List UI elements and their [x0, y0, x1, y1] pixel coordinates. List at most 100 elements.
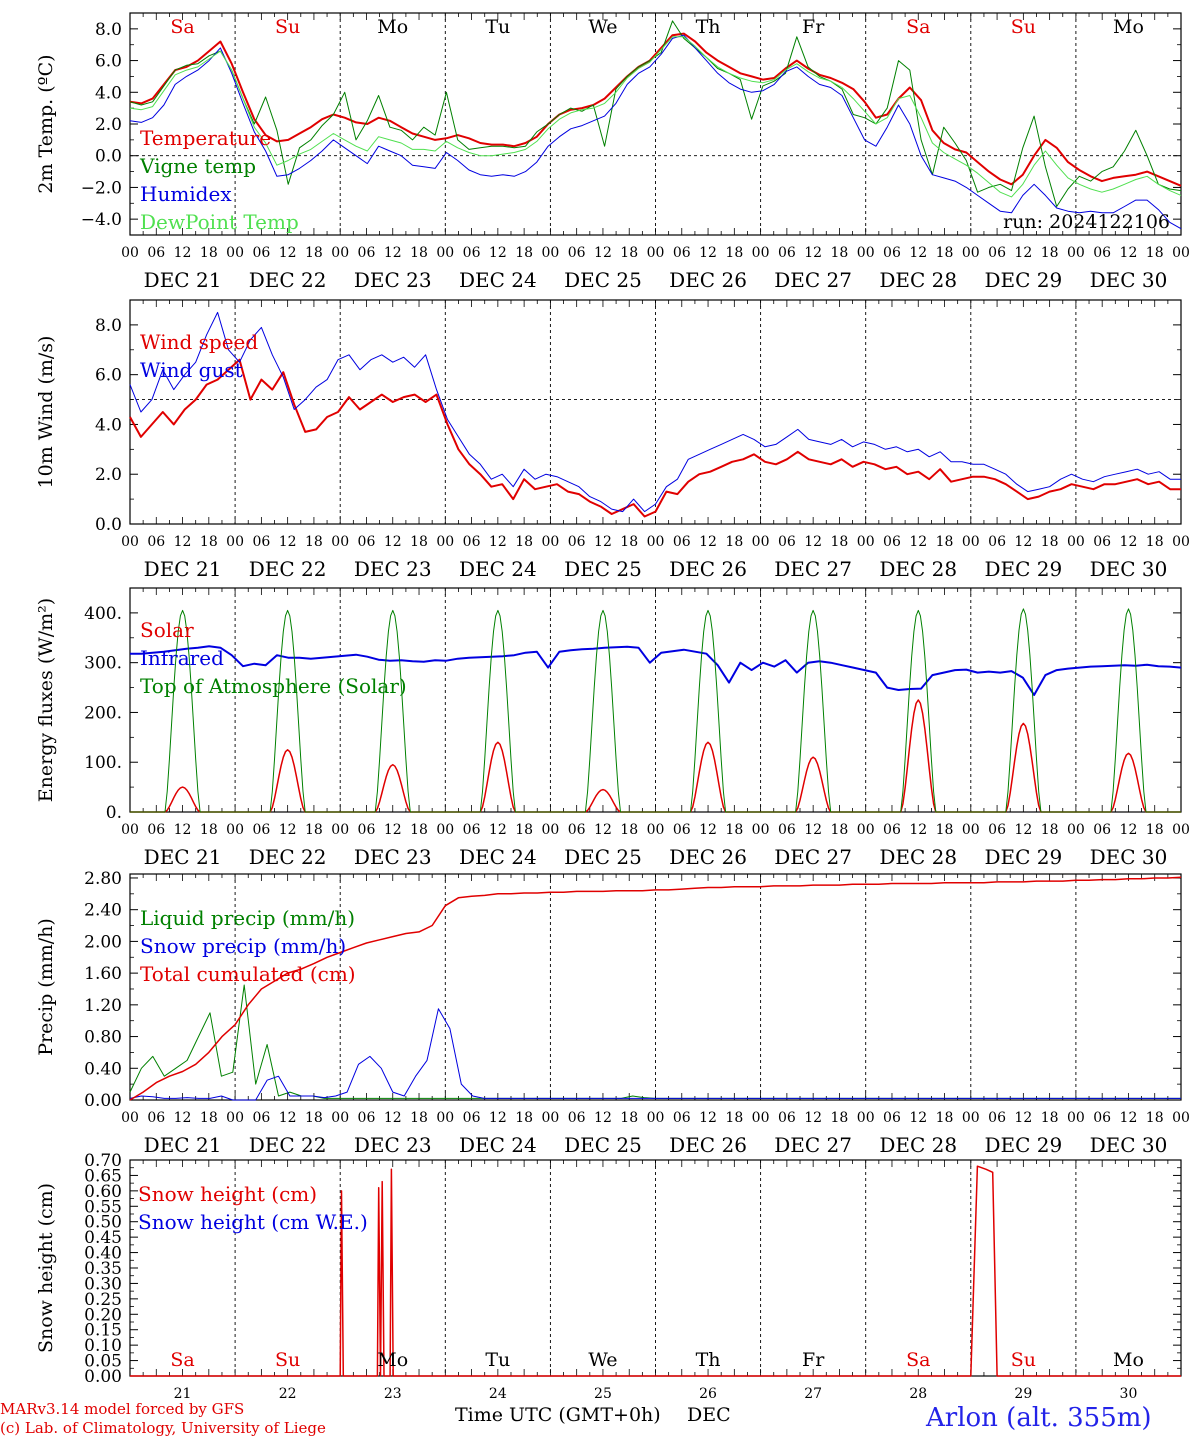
y-tick-label: 0.65: [84, 1166, 122, 1186]
x-hour-label: 00: [121, 1110, 139, 1126]
x-hour-label: 00: [541, 1110, 559, 1126]
x-hour-label: 18: [936, 534, 954, 550]
day-number-label: 26: [699, 1386, 717, 1402]
x-hour-label: 06: [1093, 534, 1111, 550]
x-hour-label: 00: [857, 1110, 875, 1126]
x-date-label: DEC 27: [774, 268, 852, 292]
x-hour-label: 12: [489, 1110, 507, 1126]
legend-entry: Temperature: [140, 126, 271, 150]
x-hour-label: 00: [752, 534, 770, 550]
x-hour-label: 18: [1041, 534, 1059, 550]
y-tick-label: 2.0: [95, 115, 122, 135]
day-number-label: 22: [279, 1386, 297, 1402]
x-hour-label: 12: [1014, 245, 1032, 261]
series-total-cumulated-cm-: [129, 876, 1182, 1101]
x-hour-label: 00: [857, 822, 875, 838]
day-name-label: We: [588, 16, 617, 38]
x-hour-label: 00: [331, 534, 349, 550]
legend-entry: Top of Atmosphere (Solar): [140, 674, 407, 698]
x-hour-label: 00: [226, 245, 244, 261]
x-hour-label: 12: [279, 1110, 297, 1126]
x-hour-label: 06: [778, 245, 796, 261]
day-name-label: Fr: [802, 1349, 825, 1371]
x-hour-label: 12: [384, 534, 402, 550]
x-hour-label: 06: [568, 1110, 586, 1126]
x-date-label: DEC 26: [669, 268, 747, 292]
x-date-label: DEC 27: [774, 557, 852, 581]
x-hour-label: 18: [1146, 245, 1164, 261]
y-tick-label: 0.25: [84, 1290, 122, 1310]
x-hour-label: 12: [1014, 822, 1032, 838]
x-hour-label: 12: [909, 534, 927, 550]
x-hour-label: 18: [831, 1110, 849, 1126]
x-hour-label: 12: [594, 822, 612, 838]
y-tick-label: 0.40: [84, 1059, 122, 1079]
x-hour-label: 06: [252, 822, 270, 838]
day-name-label: Th: [696, 1349, 721, 1371]
y-axis-label: Energy fluxes (W/m²): [35, 598, 57, 802]
x-date-label: DEC 27: [774, 845, 852, 869]
x-hour-label: 06: [568, 822, 586, 838]
x-hour-label: 00: [962, 245, 980, 261]
x-date-label: DEC 30: [1090, 1133, 1168, 1157]
y-tick-label: 8.0: [95, 316, 122, 336]
x-date-label: DEC 24: [459, 1133, 537, 1157]
x-date-label: DEC 28: [879, 268, 957, 292]
x-hour-label: 18: [725, 534, 743, 550]
legend-entry: Infrared: [140, 646, 224, 670]
x-hour-label: 06: [883, 822, 901, 838]
series-infrared: [130, 645, 1182, 696]
x-hour-label: 06: [463, 534, 481, 550]
x-hour-label: 00: [647, 245, 665, 261]
x-hour-label: 18: [200, 245, 218, 261]
series-top-of-atmosphere-solar-: [130, 608, 1181, 813]
x-hour-label: 06: [988, 1110, 1006, 1126]
day-number-label: 23: [384, 1386, 402, 1402]
x-hour-label: 06: [147, 1110, 165, 1126]
x-hour-label: 18: [1041, 1110, 1059, 1126]
day-number-label: 27: [804, 1386, 822, 1402]
x-hour-label: 00: [647, 822, 665, 838]
day-name-label: Mo: [1113, 16, 1144, 38]
x-hour-label: 06: [252, 534, 270, 550]
x-hour-label: 00: [121, 245, 139, 261]
day-name-label: Tu: [485, 16, 510, 38]
legend-entry: Snow height (cm): [138, 1182, 317, 1206]
x-date-label: DEC 25: [564, 557, 642, 581]
x-hour-label: 06: [463, 1110, 481, 1126]
x-hour-label: 18: [200, 534, 218, 550]
x-hour-label: 12: [804, 822, 822, 838]
x-hour-label: 12: [909, 1110, 927, 1126]
y-tick-label: 0.30: [84, 1274, 122, 1294]
x-date-label: DEC 23: [354, 1133, 432, 1157]
x-hour-label: 18: [410, 1110, 428, 1126]
day-number-label: 25: [594, 1386, 612, 1402]
day-name-label: Sa: [906, 1349, 930, 1371]
x-hour-label: 18: [305, 534, 323, 550]
panel-energy: [129, 587, 1182, 813]
x-hour-label: 06: [988, 245, 1006, 261]
x-date-label: DEC 25: [564, 845, 642, 869]
y-tick-label: 0.45: [84, 1228, 122, 1248]
x-hour-label: 18: [1146, 534, 1164, 550]
x-date-label: DEC 26: [669, 1133, 747, 1157]
y-tick-label: 0.70: [84, 1151, 122, 1171]
x-date-label: DEC 30: [1090, 557, 1168, 581]
x-hour-label: 12: [489, 534, 507, 550]
series-temperature: [129, 32, 1182, 187]
x-hour-label: 00: [752, 245, 770, 261]
y-tick-label: 2.0: [95, 465, 122, 485]
x-hour-label: 18: [305, 1110, 323, 1126]
x-hour-label: 00: [1172, 245, 1190, 261]
x-hour-label: 12: [594, 534, 612, 550]
x-hour-label: 12: [384, 245, 402, 261]
y-axis-label: 2m Temp. (ºC): [35, 54, 57, 193]
day-number-label: 29: [1014, 1386, 1032, 1402]
day-number-label: 24: [489, 1386, 507, 1402]
x-date-label: DEC 21: [144, 268, 222, 292]
x-hour-label: 12: [804, 245, 822, 261]
x-date-label: DEC 28: [879, 557, 957, 581]
panel-wind: [129, 299, 1182, 525]
x-hour-label: 18: [831, 822, 849, 838]
